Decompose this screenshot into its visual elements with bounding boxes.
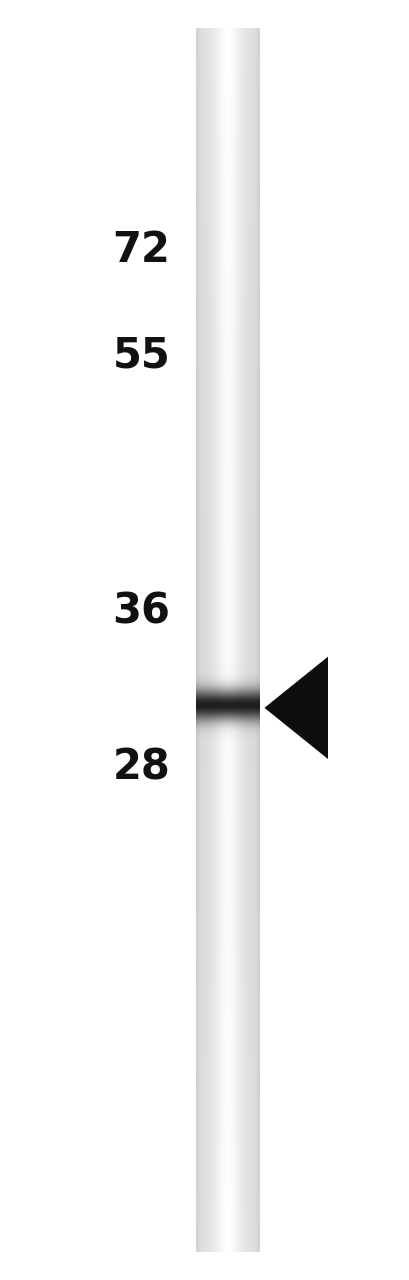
Text: 36: 36 [112,591,170,632]
Polygon shape [264,657,327,759]
Text: 28: 28 [112,748,170,788]
Text: 55: 55 [112,335,170,376]
Text: 72: 72 [112,229,170,270]
